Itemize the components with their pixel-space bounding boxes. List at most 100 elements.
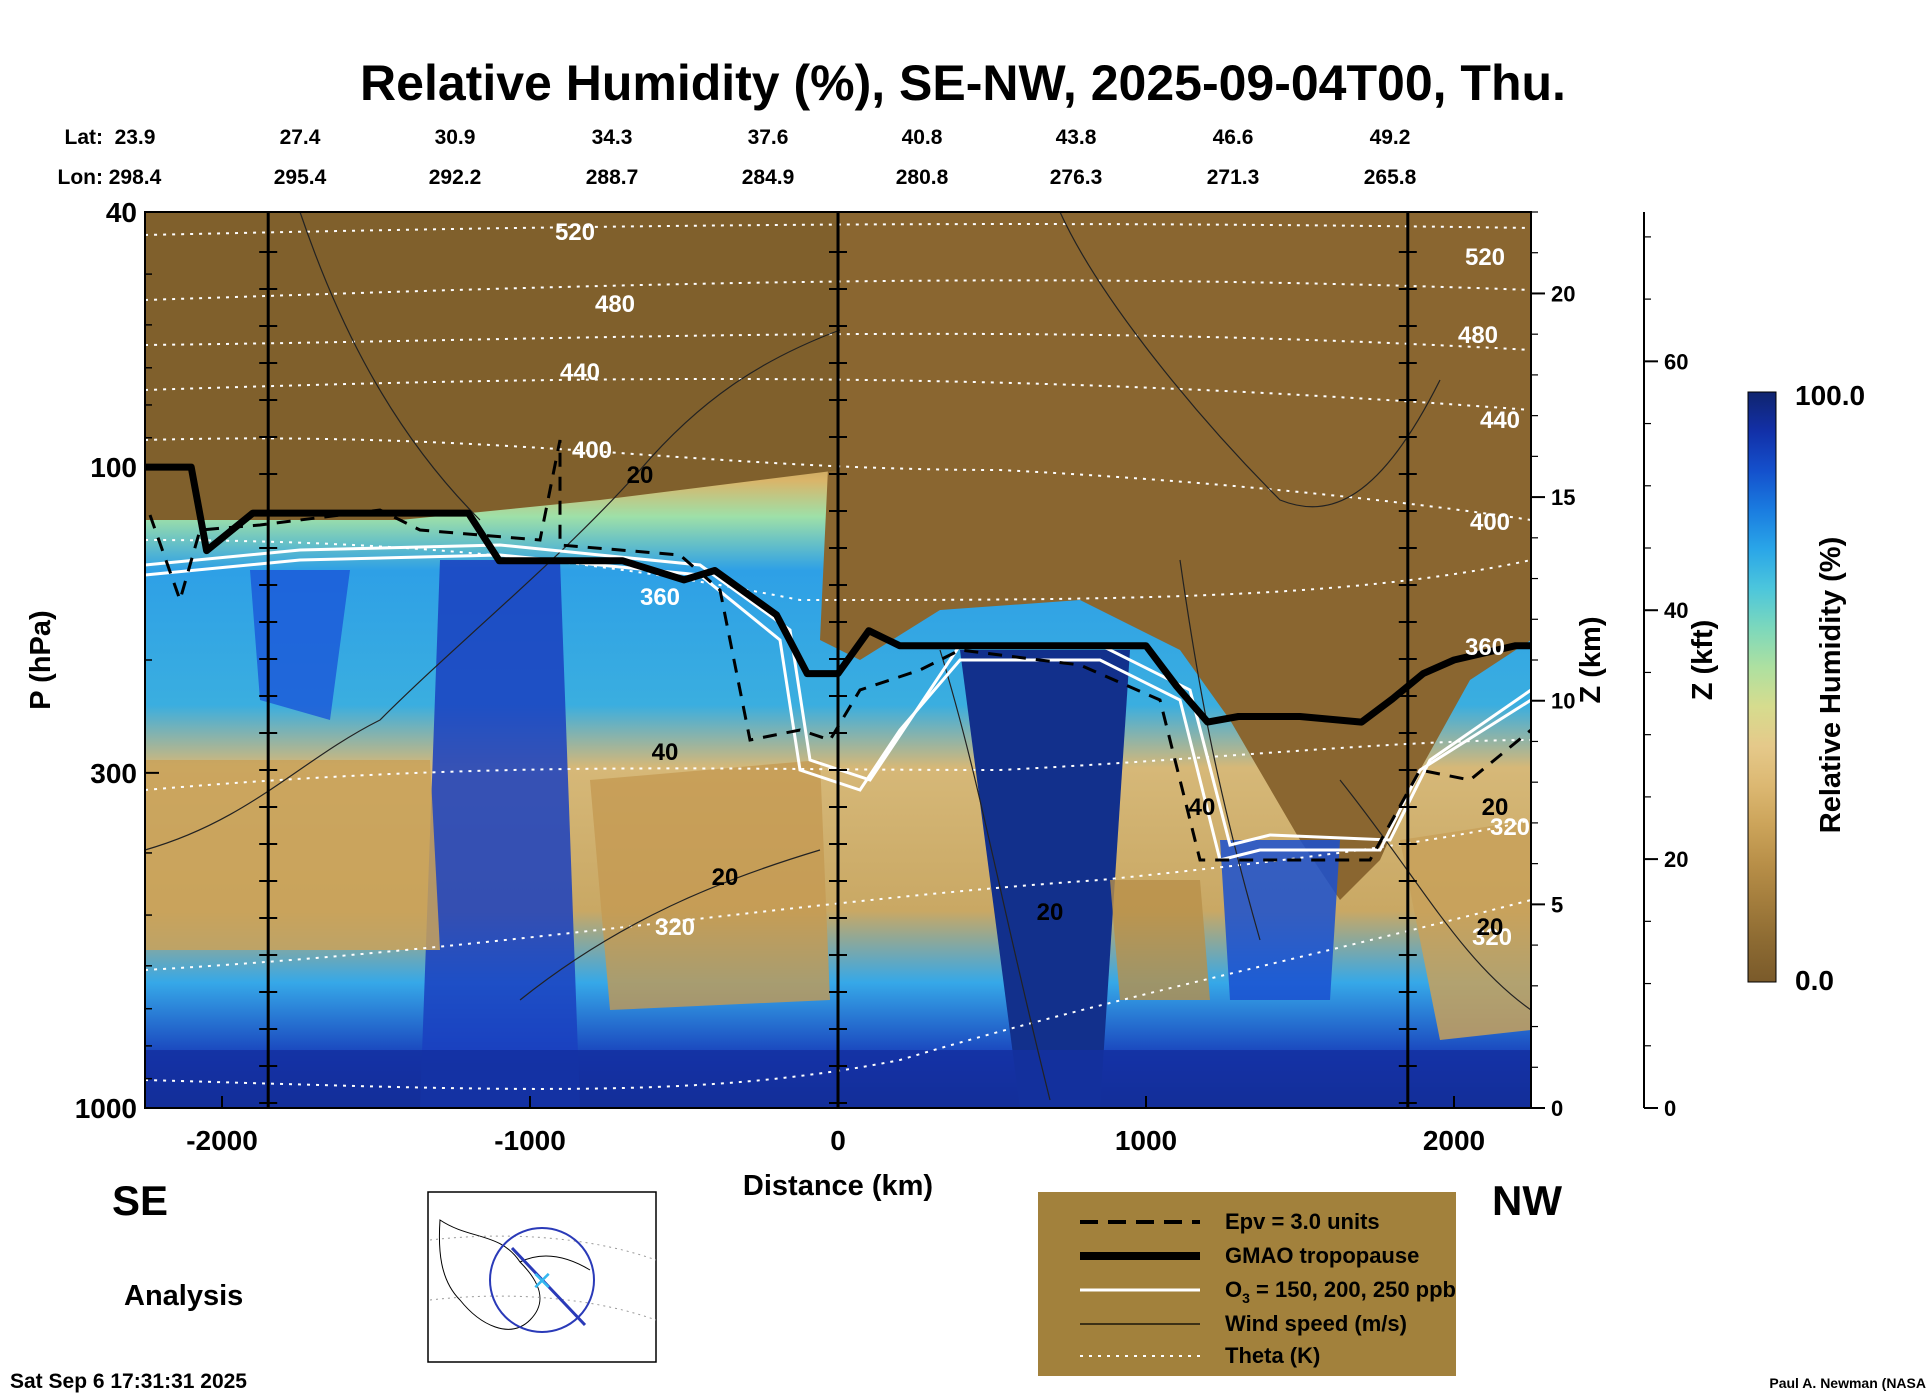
ozone-line [144,553,1532,862]
nw-label: NW [1492,1177,1562,1224]
wind-label: 20 [712,864,739,891]
theta-contours [144,223,1532,1090]
inset-coastline [438,1219,541,1330]
z-kft-axis-label: Z (kft) [1687,620,1719,701]
wind-line [299,211,481,521]
wind-line [144,329,841,851]
dry-patch-2 [590,760,830,1010]
theta-label: 360 [1465,634,1505,661]
z-km-tick-label: 20 [1551,281,1575,306]
wind-label: 40 [652,739,679,766]
inset-center-marker-icon: ✕ [531,1266,553,1296]
z-km-tick-label: 15 [1551,485,1575,510]
dry-patch-3 [1110,880,1210,1000]
wind-line [1059,211,1441,508]
inset-range-circle [489,1227,595,1333]
lat-lon-row: 23.9 27.4 30.9 34.3 37.6 40.8 43.8 46.6 49.2 298.… [109,126,1417,189]
lat-value: 23.9 [115,126,156,149]
z-km-tick-label: 0 [1551,1096,1563,1121]
lat-value: 30.9 [435,126,476,149]
credit: Paul A. Newman (NASA [1769,1375,1926,1391]
dry-stratosphere-se [145,212,840,520]
theta-line [144,279,1532,301]
lon-value: 265.8 [1364,166,1417,189]
se-label: SE [112,1177,168,1224]
legend-label: GMAO tropopause [1225,1243,1419,1268]
legend: Epv = 3.0 units GMAO tropopause O3 = 150… [1038,1192,1456,1376]
z-km-tick-label: 5 [1551,892,1563,917]
moist-patch-1 [250,570,350,720]
theta-line [144,332,1532,351]
z-km-axis-ticks: 0 5 10 15 20 [1531,211,1575,1121]
lon-value: 280.8 [896,166,949,189]
lat-value: 43.8 [1056,126,1097,149]
x-axis-label: Distance (km) [743,1170,933,1202]
y-axis-ticks: 40 100 300 1000 [75,197,159,1124]
legend-label: Wind speed (m/s) [1225,1311,1407,1336]
lat-value: 34.3 [592,126,633,149]
colorbar [1747,391,1777,983]
wind-line [1339,779,1532,1011]
x-tick-label: -2000 [186,1125,258,1156]
legend-box [1038,1192,1456,1376]
theta-label: 480 [595,291,635,318]
theta-labels: 520 480 440 400 360 320 520 480 440 400 360 320 320 [555,219,1530,951]
lon-value: 276.3 [1050,166,1103,189]
ozone-line [144,543,1532,847]
wind-line [939,649,1051,1101]
theta-line [144,223,1532,236]
moist-column-1 [420,560,580,1108]
theta-label: 320 [1490,814,1530,841]
wind-label: 20 [1482,794,1509,821]
theta-line [144,539,1532,602]
legend-o3-suffix: = 150, 200, 250 ppb [1250,1277,1456,1302]
theta-label: 440 [560,359,600,386]
x-axis-ticks: -2000 -1000 0 1000 2000 [186,1096,1485,1156]
inset-section-line [510,1246,587,1327]
theta-label: 440 [1480,407,1520,434]
theta-label: 520 [555,219,595,246]
theta-line [144,899,1532,1090]
inset-coastline [519,1255,591,1271]
lon-value: 295.4 [274,166,327,189]
x-tick-label: 0 [830,1125,846,1156]
z-kft-tick-label: 40 [1664,598,1688,623]
lon-value: 271.3 [1207,166,1260,189]
z-kft-axis-ticks: 0 20 40 60 [1643,212,1688,1121]
z-kft-tick-label: 0 [1664,1096,1676,1121]
lat-value: 27.4 [280,126,321,149]
lon-header: Lon: [58,166,103,189]
theta-label: 400 [572,437,612,464]
colorbar-max-label: 100.0 [1795,380,1865,411]
wind-labels: 20 40 20 20 40 20 20 [627,462,1509,941]
inset-map-frame [427,1191,657,1363]
lon-value: 292.2 [429,166,482,189]
epv-line [148,439,1532,862]
dry-patch-4 [1400,820,1531,1040]
lon-value: 288.7 [586,166,639,189]
vertical-markers [259,212,1417,1108]
theta-label: 320 [1472,924,1512,951]
moist-column-3 [1220,840,1340,1000]
wind-label: 20 [627,462,654,489]
lat-header: Lat: [65,126,104,149]
colorbar-min-label: 0.0 [1795,965,1834,996]
wind-label: 40 [1189,794,1216,821]
dry-patch-1 [145,760,440,950]
lat-value: 40.8 [902,126,943,149]
y-tick-label: 300 [90,758,137,789]
lat-value: 37.6 [748,126,789,149]
x-tick-label: -1000 [494,1125,566,1156]
x-tick-label: 1000 [1115,1125,1177,1156]
legend-o3-subscript: 3 [1242,1290,1250,1306]
theta-label: 480 [1458,322,1498,349]
y-tick-label: 40 [106,197,137,228]
legend-label: O3 = 150, 200, 250 ppb [1225,1277,1456,1306]
inset-gridline [429,1295,657,1321]
z-km-axis-label: Z (km) [1575,617,1607,704]
wind-label: 20 [1477,914,1504,941]
inset-map: ✕ [427,1191,657,1363]
timestamp: Sat Sep 6 17:31:31 2025 [10,1370,247,1393]
